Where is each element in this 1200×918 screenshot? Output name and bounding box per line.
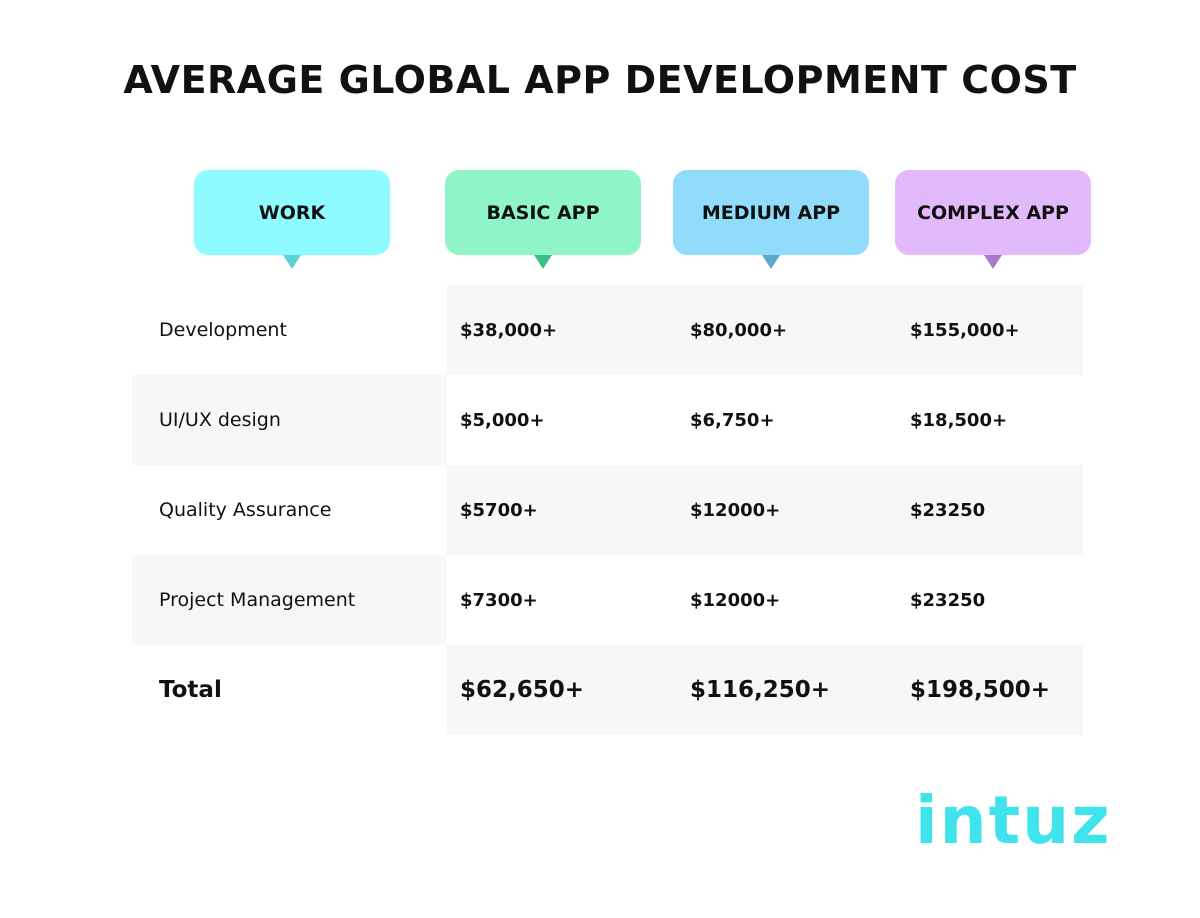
bubble-pointer [762,255,780,269]
cost-cell: $116,250+ [677,645,897,735]
cost-cell: $12000+ [677,465,897,555]
row-label: Development [132,285,447,375]
cost-cell: $5,000+ [447,375,677,465]
header-bubble: WORK [194,170,390,255]
cost-cell: $23250 [897,555,1083,645]
row-label: Total [132,645,447,735]
row-label: UI/UX design [132,375,447,465]
cost-cell: $12000+ [677,555,897,645]
cost-cell: $155,000+ [897,285,1083,375]
logo: intuz [915,782,1112,859]
cost-cell: $5700+ [447,465,677,555]
cost-cell: $18,500+ [897,375,1083,465]
title: AVERAGE GLOBAL APP DEVELOPMENT COST [123,58,1077,102]
cost-cell: $62,650+ [447,645,677,735]
row-label: Project Management [132,555,447,645]
cost-cell: $80,000+ [677,285,897,375]
bubble-pointer [984,255,1002,269]
cost-cell: $198,500+ [897,645,1083,735]
row-label: Quality Assurance [132,465,447,555]
header-bubble: COMPLEX APP [895,170,1091,255]
cost-cell: $23250 [897,465,1083,555]
header-bubble: MEDIUM APP [673,170,869,255]
cost-cell: $7300+ [447,555,677,645]
bubble-pointer [283,255,301,269]
header-bubble: BASIC APP [445,170,641,255]
bubble-pointer [534,255,552,269]
cost-cell: $38,000+ [447,285,677,375]
cost-cell: $6,750+ [677,375,897,465]
